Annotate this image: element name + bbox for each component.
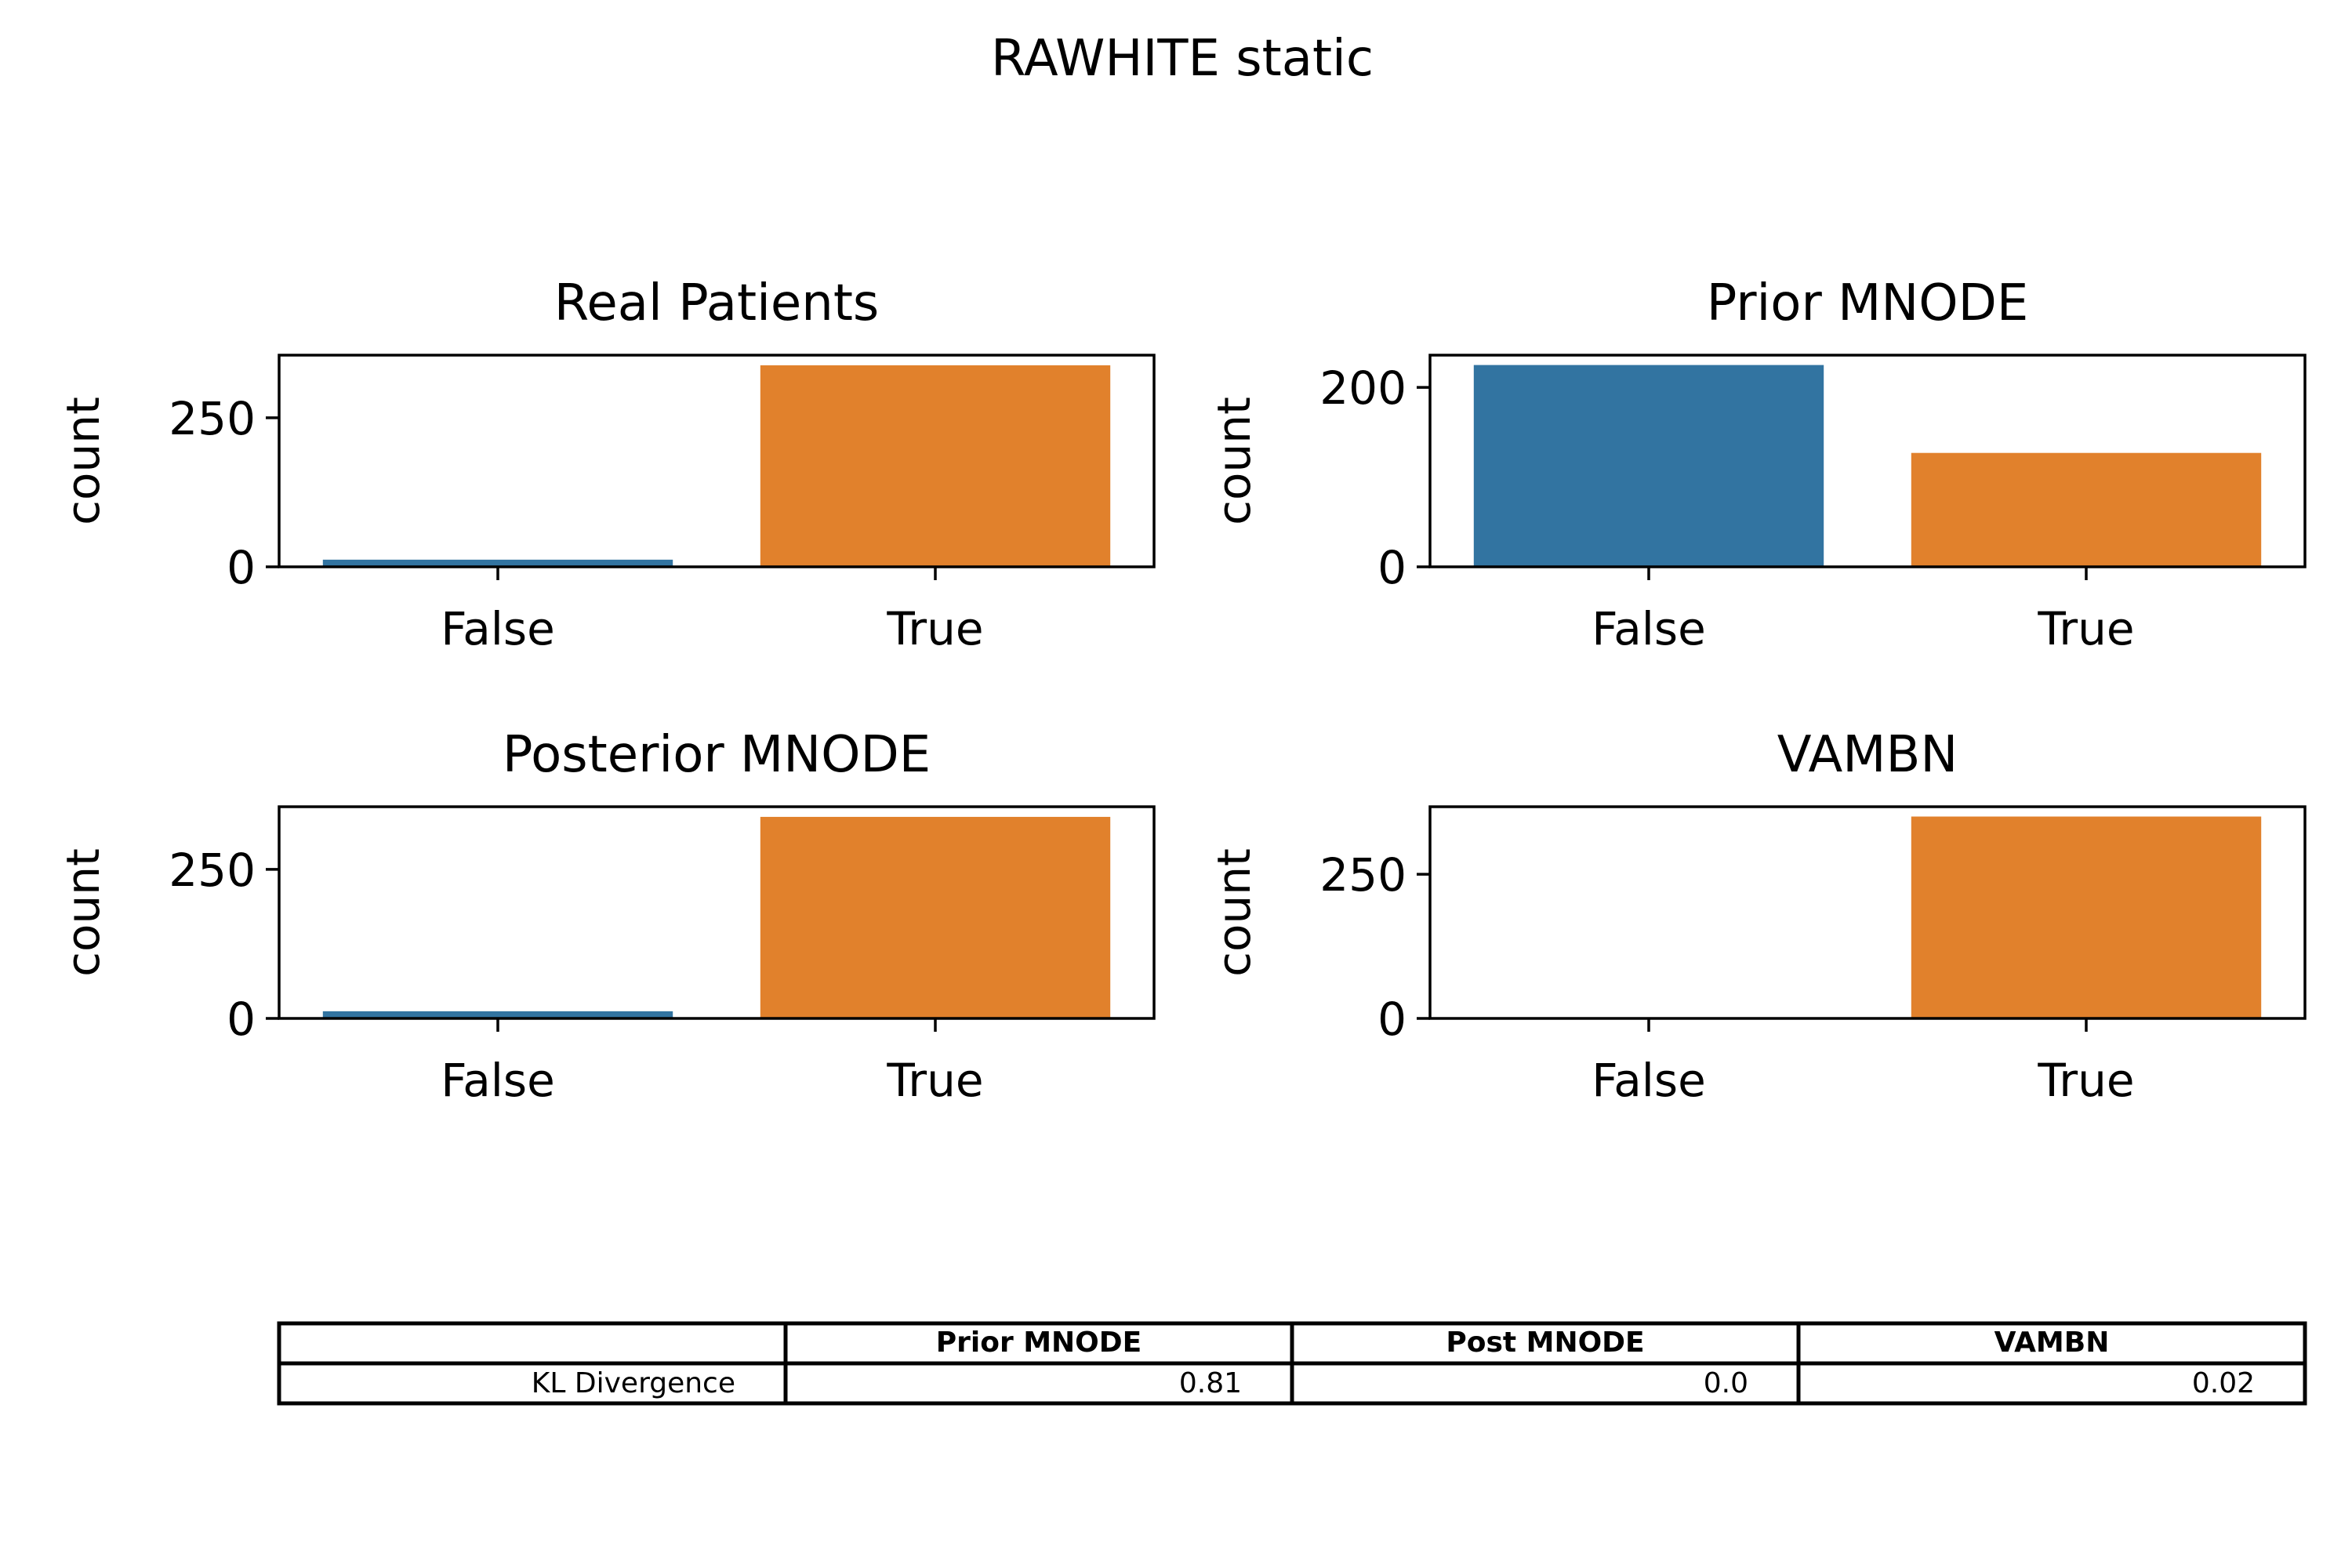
bar-vambn-true [1911,816,2262,1018]
y-tick-label-prior-mnode-0: 0 [1377,541,1406,594]
y-axis-label-prior-mnode: count [1207,397,1261,525]
panel-real-patients: False True 0 250 count Real Patients [56,274,1156,655]
bar-prior-mnode-false [1473,365,1824,567]
y-axis-label-vambn: count [1207,848,1261,977]
table-header-post-mnode: Post MNODE [1446,1327,1644,1359]
axes-frame-real-patients [278,354,1156,568]
panel-title-real-patients: Real Patients [554,274,880,332]
panel-prior-mnode: False True 0 200 count Prior MNODE [1207,274,2307,655]
bar-prior-mnode-true [1911,452,2262,567]
x-tick-label-prior-mnode-false: False [1592,602,1706,655]
table-header-prior-mnode: Prior MNODE [936,1327,1142,1359]
x-tick-label-posterior-mnode-true: True [886,1054,983,1107]
axes-frame-vambn [1428,805,2307,1020]
x-tick-label-real-patients-true: True [886,602,983,655]
subplot-grid: False True 0 250 count Real Patients False True… [56,274,2307,1107]
table-cell-prior-mnode: 0.81 [1179,1367,1242,1399]
panel-vambn: False True 0 250 count VAMBN [1207,726,2307,1107]
x-tick-label-real-patients-false: False [441,602,555,655]
y-tick-label-posterior-mnode-0: 0 [227,993,256,1046]
y-tick-label-vambn-250: 250 [1319,848,1406,902]
y-tick-label-vambn-0: 0 [1377,993,1406,1046]
x-tick-label-prior-mnode-true: True [2037,602,2134,655]
bar-real-patients-true [760,365,1111,567]
x-tick-label-posterior-mnode-false: False [441,1054,555,1107]
y-tick-label-prior-mnode-200: 200 [1319,361,1406,415]
y-tick-label-real-patients-0: 0 [227,541,256,594]
panel-title-prior-mnode: Prior MNODE [1707,274,2029,332]
kl-divergence-table: Prior MNODE Post MNODE VAMBN KL Divergence 0… [277,1321,2307,1406]
axes-frame-prior-mnode [1428,354,2307,568]
x-tick-label-vambn-true: True [2037,1054,2134,1107]
figure-title: RAWHITE static [991,30,1374,88]
panel-title-posterior-mnode: Posterior MNODE [503,726,931,784]
y-axis-label-posterior-mnode: count [56,848,110,977]
panel-title-vambn: VAMBN [1777,726,1958,784]
table-cell-vambn: 0.02 [2192,1367,2255,1399]
axes-frame-posterior-mnode [278,805,1156,1020]
y-tick-label-posterior-mnode-250: 250 [169,844,256,897]
table-cell-post-mnode: 0.0 [1704,1367,1748,1399]
table-row-label: KL Divergence [532,1367,735,1399]
bar-posterior-mnode-false [322,1011,673,1018]
x-tick-label-vambn-false: False [1592,1054,1706,1107]
y-tick-label-real-patients-250: 250 [169,392,256,445]
bar-real-patients-false [322,559,673,567]
panel-posterior-mnode: False True 0 250 count Posterior MNODE [56,726,1156,1107]
bar-posterior-mnode-true [760,816,1111,1018]
table-header-vambn: VAMBN [1994,1327,2110,1359]
y-axis-label-real-patients: count [56,397,110,525]
